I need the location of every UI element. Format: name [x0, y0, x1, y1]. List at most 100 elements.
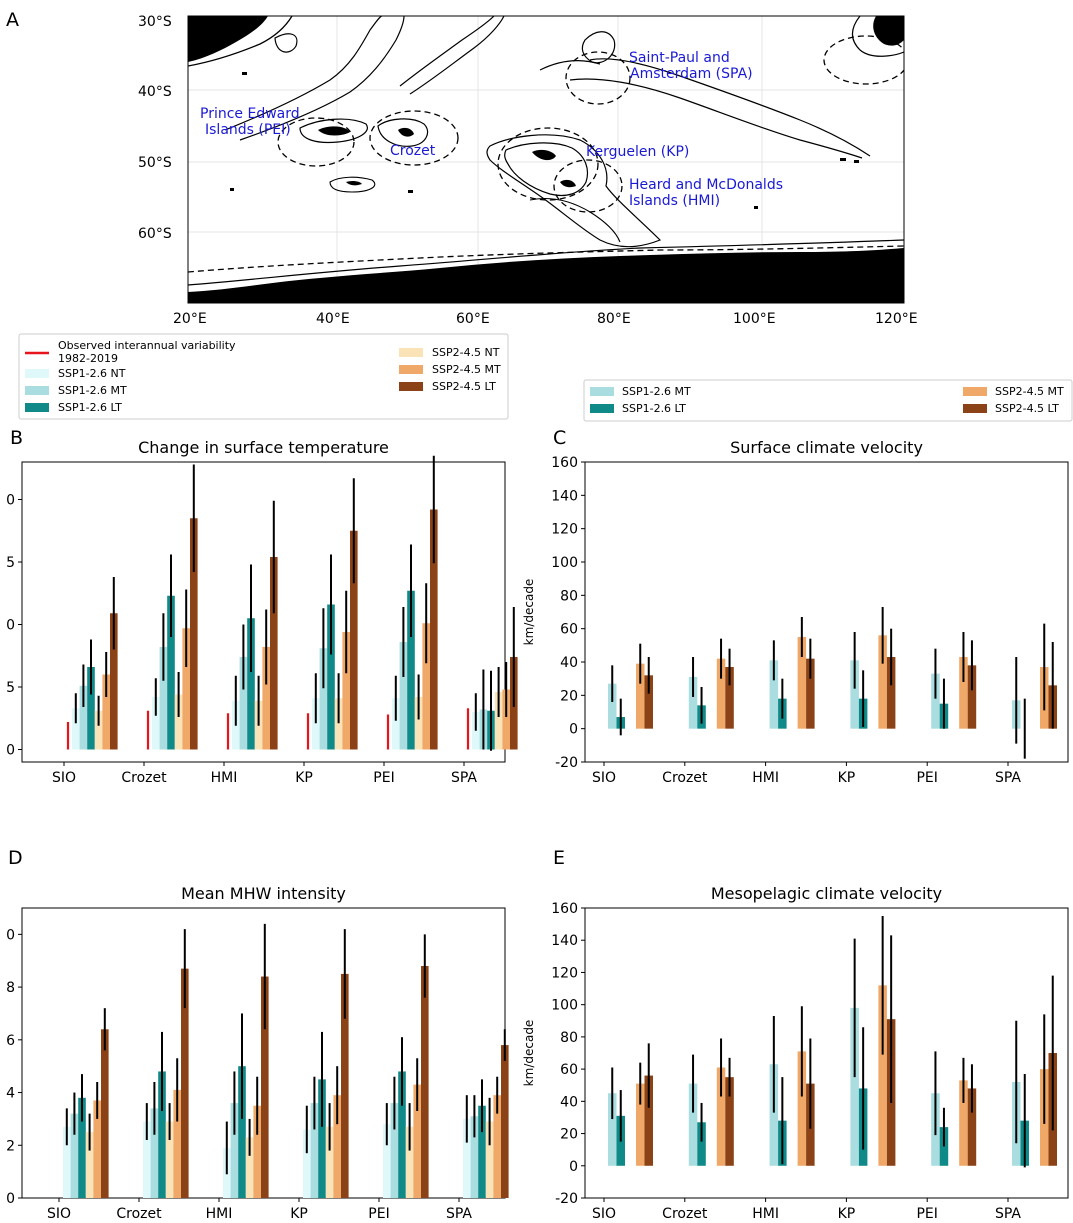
bar-ssp1-2-6-nt-kp: [312, 698, 320, 750]
legend-ssp126-nt-swatch: [25, 369, 49, 378]
bar-ssp1-2-6-lt-crozet: [158, 1071, 166, 1198]
lat-label-50s: 50°S: [138, 155, 172, 171]
map-frame: [187, 15, 905, 304]
bar-ssp1-2-6-mt-sio: [608, 683, 617, 729]
lat-label-30s: 30°S: [138, 14, 172, 30]
y-tick-label: 140: [551, 933, 578, 949]
panel-label-d: D: [8, 847, 23, 869]
bar-ssp1-2-6-lt-crozet: [167, 595, 175, 750]
bar-ssp2-4-5-mt-hmi: [797, 637, 807, 729]
bar-ssp2-4-5-mt-kp: [333, 1095, 341, 1198]
y-axis-label: km/decade: [522, 579, 536, 646]
bar-ssp2-4-5-mt-sio: [102, 674, 110, 750]
x-tick-label-sio: SIO: [47, 1206, 71, 1222]
x-tick-label-crozet: Crozet: [116, 1206, 162, 1222]
bar-ssp2-4-5-nt-crozet: [174, 694, 183, 750]
y-tick-label: 0: [569, 722, 578, 738]
lon-label-20e: 20°E: [173, 311, 207, 327]
x-tick-label-crozet: Crozet: [121, 770, 167, 786]
bar-ssp1-2-6-mt-kp: [310, 1103, 319, 1198]
region-label-hmi: Heard and McDonalds Islands (HMI): [629, 177, 787, 209]
y-tick-label: 0: [6, 618, 15, 634]
bar-ssp1-2-6-mt-crozet: [150, 1108, 159, 1198]
bar-ssp2-4-5-nt-pei: [414, 697, 423, 750]
bar-ssp2-4-5-nt-spa: [494, 692, 503, 750]
bar-ssp2-4-5-lt-pei: [967, 665, 977, 729]
chart-surface-climate-velocity: Surface climate velocity -20 0 20 40 60 80 100 1…: [522, 438, 1069, 786]
bar-ssp1-2-6-lt-hmi: [238, 1066, 246, 1198]
legend-right: SSP1-2.6 MT SSP1-2.6 LT SSP2-4.5 MT SSP2…: [583, 379, 1073, 422]
bar-ssp1-2-6-lt-sio: [78, 1097, 86, 1198]
y-axis-label: km/decade: [522, 1020, 536, 1087]
lon-label-120e: 120°E: [875, 311, 918, 327]
bar-ssp2-4-5-mt-pei: [413, 1084, 421, 1198]
bar-ssp1-2-6-nt-sio: [63, 1126, 71, 1198]
legend-right-ssp245-mt-swatch: [963, 387, 987, 396]
panel-label-a: A: [6, 9, 19, 31]
bar-ssp2-4-5-lt-sio: [110, 613, 118, 750]
y-tick-label: 40: [560, 1094, 578, 1110]
bar-ssp2-4-5-mt-sio: [636, 663, 645, 729]
x-tick-label-crozet: Crozet: [662, 770, 708, 786]
bar-ssp2-4-5-lt-sio: [644, 675, 653, 729]
region-label-spa: Saint-Paul and Amsterdam (SPA): [629, 50, 753, 82]
bar-ssp2-4-5-mt-crozet: [173, 1089, 181, 1198]
bar-ssp2-4-5-nt-kp: [334, 698, 343, 750]
bar-ssp2-4-5-lt-hmi: [270, 557, 278, 750]
bar-ssp2-4-5-lt-pei: [967, 1088, 977, 1166]
bar-ssp2-4-5-lt-crozet: [181, 968, 189, 1198]
y-tick-label: 80: [560, 1030, 578, 1046]
bar-ssp1-2-6-lt-kp: [318, 1079, 326, 1198]
x-tick-label-hmi: HMI: [211, 770, 238, 786]
legend-right-ssp245-lt-label: SSP2-4.5 LT: [995, 402, 1059, 415]
x-tick-label-kp: KP: [290, 1206, 308, 1222]
bar-ssp1-2-6-mt-kp: [850, 1007, 859, 1166]
legend-ssp245-lt-swatch: [399, 382, 423, 391]
bar-ssp1-2-6-mt-sio: [79, 685, 88, 750]
y-tick-label: 2: [6, 1138, 15, 1154]
y-tick-label: 160: [551, 455, 578, 471]
legend-ssp245-lt-label: SSP2-4.5 LT: [432, 380, 496, 393]
legend-right-ssp245-mt-label: SSP2-4.5 MT: [995, 385, 1064, 398]
bar-ssp1-2-6-lt-spa: [478, 1105, 486, 1198]
bar-ssp2-4-5-lt-kp: [886, 657, 896, 729]
y-tick-label: 0: [6, 743, 15, 759]
y-tick-label: 0: [6, 927, 15, 943]
y-tick-label: 0: [6, 1191, 15, 1207]
chart-mesopelagic-climate-velocity: Mesopelagic climate velocity -20 0 20 40 60 80…: [522, 884, 1069, 1222]
lat-label-40s: 40°S: [138, 84, 172, 100]
bar-ssp1-2-6-nt-kp: [303, 1129, 311, 1198]
y-tick-label: 120: [551, 522, 578, 538]
bar-ssp1-2-6-mt-hmi: [239, 657, 248, 750]
bar-ssp1-2-6-mt-pei: [390, 1103, 399, 1198]
legend-ssp126-mt-swatch: [25, 386, 49, 395]
bar-ssp1-2-6-mt-kp: [319, 648, 328, 750]
legend-ssp245-nt-label: SSP2-4.5 NT: [432, 346, 500, 359]
bar-ssp2-4-5-mt-hmi: [797, 1051, 807, 1166]
y-tick-label: 60: [560, 1062, 578, 1078]
region-label-pei: Prince Edward Islands (PEI): [200, 106, 304, 138]
bar-ssp1-2-6-lt-crozet: [697, 1122, 706, 1166]
bar-ssp1-2-6-mt-hmi: [230, 1103, 239, 1198]
plot-frame: [584, 461, 1069, 763]
y-tick-label: -20: [555, 1191, 578, 1207]
legend-ssp245-mt-swatch: [399, 365, 423, 374]
lon-label-100e: 100°E: [733, 311, 776, 327]
bar-ssp2-4-5-lt-hmi: [261, 976, 269, 1198]
bar-ssp2-4-5-mt-sio: [636, 1083, 645, 1166]
bar-ssp2-4-5-mt-pei: [959, 657, 968, 729]
y-tick-label: 20: [560, 1127, 578, 1143]
bar-ssp1-2-6-lt-pei: [398, 1071, 406, 1198]
bar-ssp1-2-6-mt-crozet: [688, 1083, 698, 1166]
bar-ssp1-2-6-lt-pei: [407, 590, 415, 750]
bar-ssp2-4-5-mt-spa: [502, 689, 510, 750]
x-tick-label-crozet: Crozet: [662, 1206, 708, 1222]
y-tick-label: 120: [551, 965, 578, 981]
x-tick-label-spa: SPA: [995, 770, 1021, 786]
bar-ssp2-4-5-nt-sio: [94, 710, 103, 750]
bar-ssp1-2-6-mt-sio: [608, 1093, 617, 1166]
bar-ssp1-2-6-nt-crozet: [143, 1121, 151, 1198]
legend-right-ssp126-lt-label: SSP1-2.6 LT: [622, 402, 686, 415]
bar-ssp1-2-6-mt-crozet: [688, 677, 698, 729]
chart-title: Change in surface temperature: [138, 438, 389, 457]
